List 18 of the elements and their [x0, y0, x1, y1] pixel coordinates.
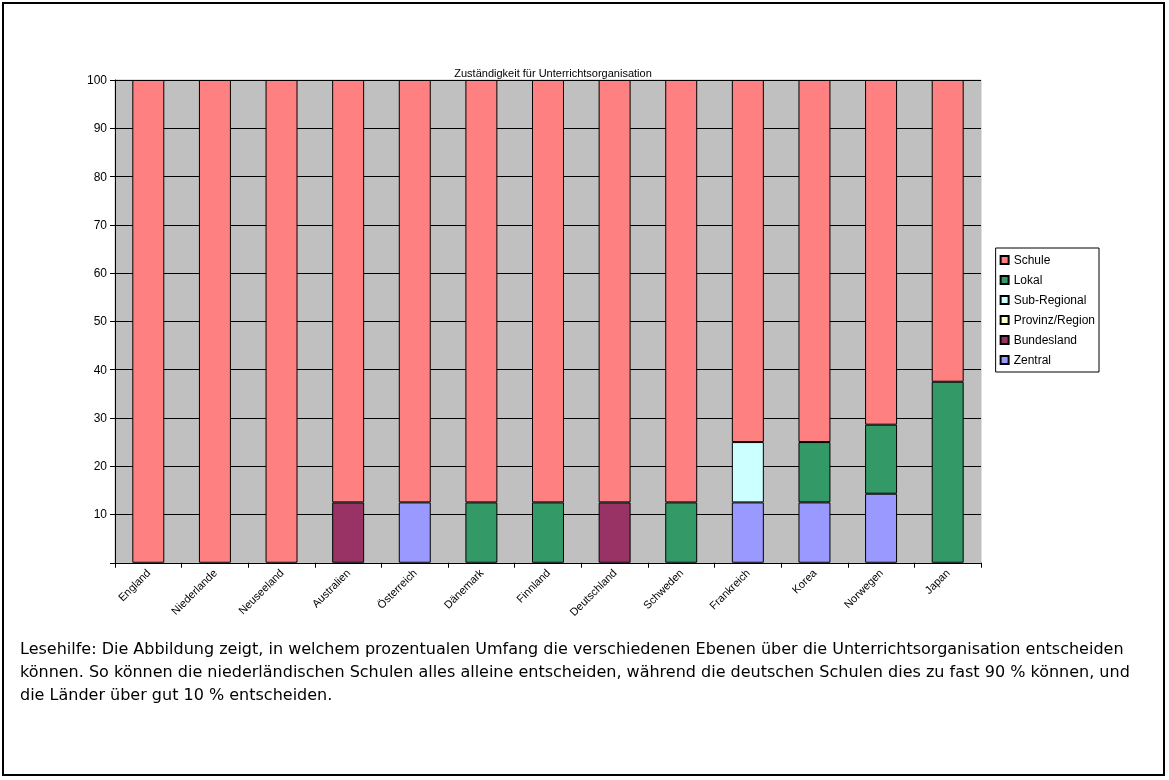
y-tick-label: 80: [93, 169, 108, 184]
y-tick-label: 90: [93, 121, 108, 136]
text: Lesehilfe: Die Abbildung zeigt, in welchem prozentualen Umfang die verschiedenen Ebenen über die Unterrichtsorganisation entscheiden können. So können die niederländischen Schulen alles alleine entscheiden, während die deutschen Schulen dies zu fast 90 % können, und die Länder über gut 10 % entscheiden.: [20, 638, 1131, 706]
y-tick-label: 20: [93, 459, 108, 474]
legend-label: Lokal: [1013, 273, 1043, 287]
y-tick-label: 70: [93, 217, 108, 232]
y-tick-label: 30: [93, 410, 108, 425]
legend-label: Zentral: [1013, 353, 1051, 367]
legend-label: Provinz/Region: [1013, 313, 1095, 327]
chart-title: Zuständigkeit für Unterrichtsorganisation: [454, 66, 652, 79]
legend-label: Bundesland: [1013, 333, 1078, 347]
y-tick-label: 10: [93, 507, 108, 522]
y-tick-label: 60: [93, 266, 108, 281]
y-tick-label: 50: [93, 314, 108, 329]
legend-label: Sub-Regional: [1013, 293, 1087, 307]
y-tick-label: 100: [86, 73, 108, 87]
legend-label: Schule: [1013, 253, 1051, 267]
y-tick-label: 40: [93, 362, 108, 377]
